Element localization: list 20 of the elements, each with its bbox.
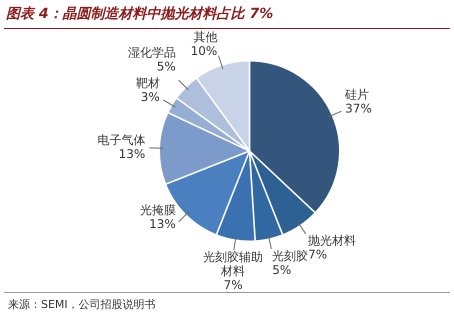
data-label: 10% [190,44,218,58]
data-label: 37% [345,102,372,116]
slice-label: 靶材 [136,76,160,90]
source-note: 来源：SEMI，公司招股说明书 [8,297,156,312]
data-label: 5% [272,262,292,277]
slice-label: 硅片 [344,88,370,102]
slice-label: 光刻胶辅助材料 [203,250,264,278]
slice-label: 电子气体 [97,132,146,147]
data-label: 13% [149,216,176,231]
slice-label: 湿化学品 [128,45,176,60]
chart-title: 图表 4：晶圆制造材料中抛光材料占比 7% [6,5,274,23]
data-label: 7% [308,247,328,262]
data-label: 13% [118,146,146,161]
data-label: 3% [140,90,160,104]
data-label: 7% [224,278,243,292]
data-label: 5% [156,59,176,74]
slice-label: 光掩膜 [140,202,176,217]
slice-label: 其他 [193,30,218,44]
slice-label: 光刻胶 [272,248,308,263]
slice-label: 抛光材料 [308,233,356,248]
